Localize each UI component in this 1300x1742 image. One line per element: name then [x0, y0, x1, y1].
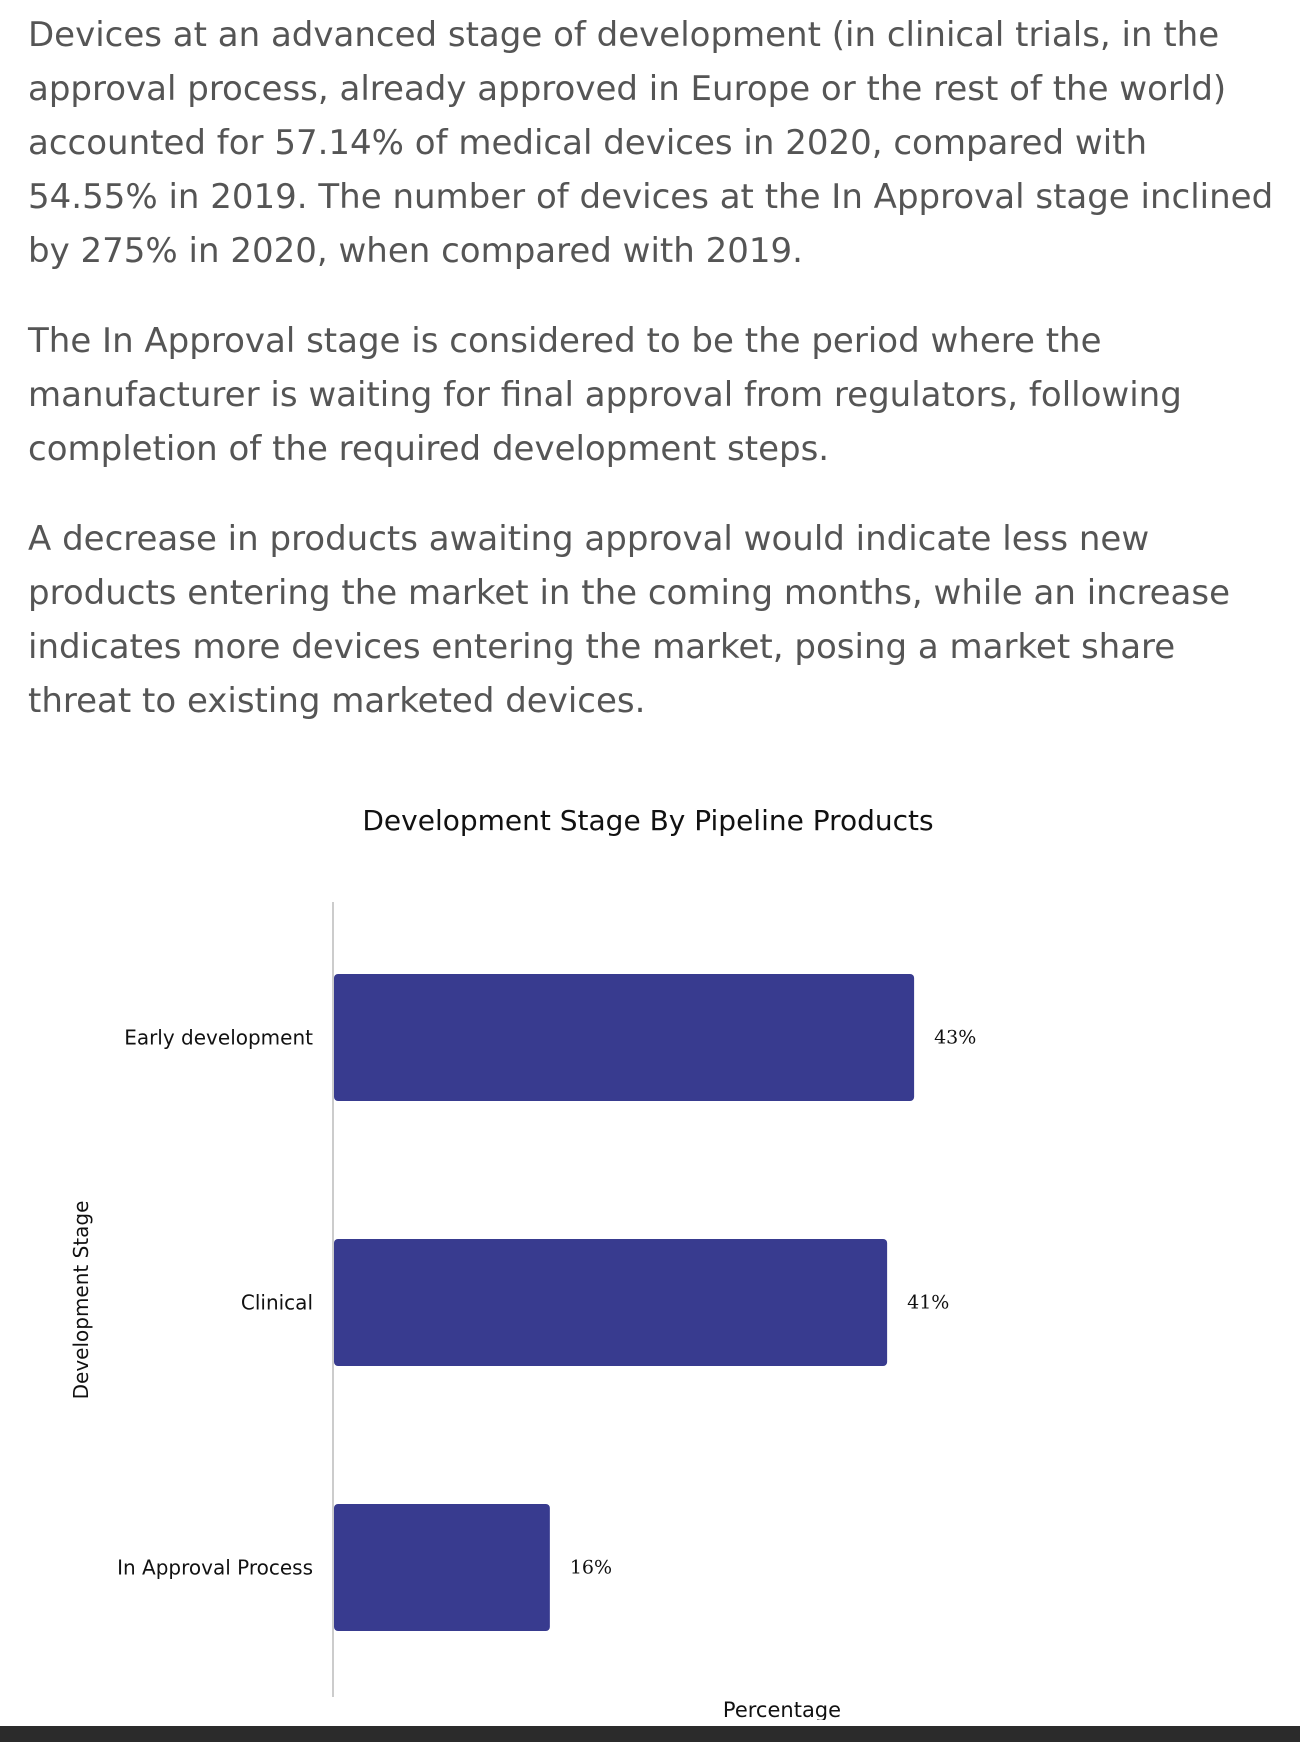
bar-group: Early development 43% Clinical 41% In Approv… — [117, 974, 976, 1631]
x-axis-label: Percentage — [723, 1698, 841, 1720]
category-label-clinical: Clinical — [241, 1291, 313, 1315]
paragraph-advanced-stage: Devices at an advanced stage of developm… — [28, 15, 1274, 271]
y-axis-label: Development Stage — [69, 1201, 93, 1400]
category-label-in-approval-process: In Approval Process — [117, 1556, 313, 1580]
data-label-early-development: 43% — [934, 1027, 976, 1049]
paragraph-in-approval-definition: The In Approval stage is considered to b… — [28, 321, 1182, 469]
data-label-clinical: 41% — [907, 1292, 949, 1314]
development-stage-chart: Development Stage By Pipeline Products D… — [0, 780, 1300, 1720]
article-text: Devices at an advanced stage of developm… — [28, 8, 1278, 764]
category-label-early-development: Early development — [124, 1026, 313, 1050]
bar-in-approval-process — [334, 1504, 550, 1631]
paragraph-market-impact: A decrease in products awaiting approval… — [28, 519, 1231, 721]
bottom-bar — [0, 1726, 1300, 1742]
bar-clinical — [334, 1239, 888, 1366]
chart-title: Development Stage By Pipeline Products — [362, 804, 933, 837]
data-label-in-approval-process: 16% — [570, 1557, 612, 1579]
bar-early-development — [334, 974, 915, 1101]
chart-svg: Development Stage By Pipeline Products D… — [69, 804, 976, 1720]
